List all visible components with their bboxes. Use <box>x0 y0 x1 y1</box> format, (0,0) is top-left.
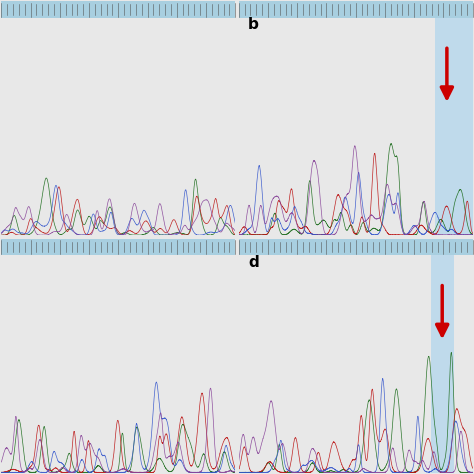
Bar <box>435 1 473 235</box>
Bar <box>239 1 473 18</box>
Bar <box>1 1 235 18</box>
Bar <box>239 239 473 255</box>
Text: d: d <box>248 255 259 270</box>
Bar <box>430 239 454 473</box>
Text: b: b <box>248 18 259 32</box>
Bar <box>1 239 235 255</box>
